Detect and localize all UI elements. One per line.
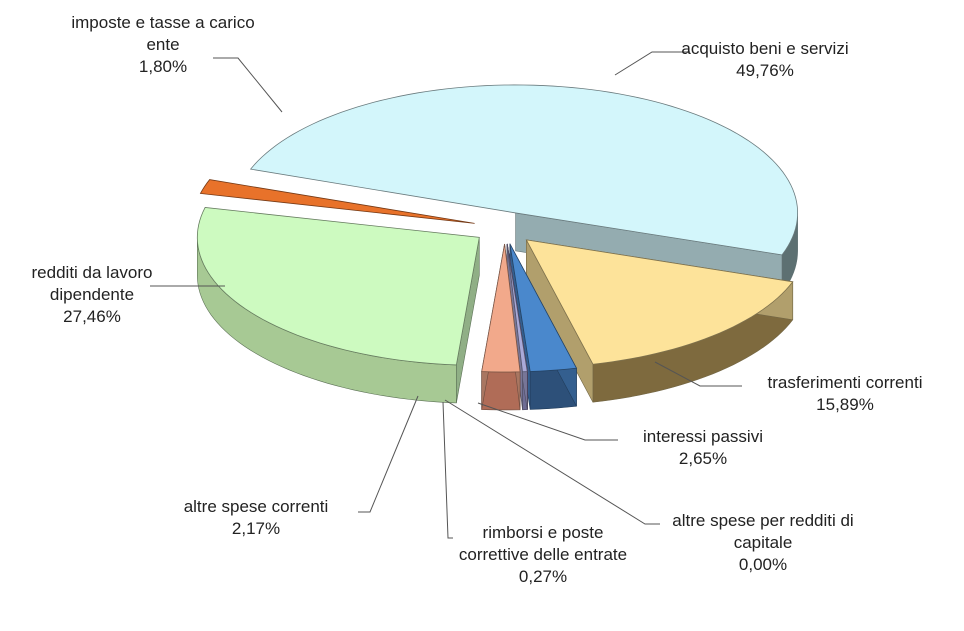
value-label: 15,89% xyxy=(816,395,874,414)
slice xyxy=(249,84,799,256)
value-label: 1,80% xyxy=(138,57,188,76)
category-label: altre spese correnti xyxy=(183,497,329,516)
slice-label: altre spese per redditi di capitale 0,00% xyxy=(648,510,878,576)
slice xyxy=(199,179,475,224)
slice xyxy=(509,243,578,372)
slice-label: imposte e tasse a carico ente 1,80% xyxy=(68,12,258,78)
leader-line xyxy=(213,57,283,113)
value-label: 2,17% xyxy=(231,519,281,538)
value-label: 0,27% xyxy=(518,567,568,586)
category-label: rimborsi e poste correttive delle entrat… xyxy=(458,523,628,564)
value-label: 2,65% xyxy=(678,449,728,468)
category-label: trasferimenti correnti xyxy=(767,373,923,392)
value-label: 49,76% xyxy=(736,61,794,80)
category-label: redditi da lavoro dipendente xyxy=(31,263,153,304)
leader-line xyxy=(358,395,419,513)
leader-line xyxy=(654,361,742,387)
category-label: altre spese per redditi di capitale xyxy=(672,511,854,552)
category-label: interessi passivi xyxy=(643,427,763,446)
slice-label: interessi passivi 2,65% xyxy=(613,426,793,470)
leader-line xyxy=(614,51,690,76)
leader-line xyxy=(477,402,618,441)
slice xyxy=(506,243,528,373)
slice xyxy=(196,207,480,366)
slice-label: rimborsi e poste correttive delle entrat… xyxy=(448,522,638,588)
value-label: 27,46% xyxy=(63,307,121,326)
leader-line xyxy=(442,401,453,539)
slice-label: acquisto beni e servizi 49,76% xyxy=(645,38,885,82)
slice-label: trasferimenti correnti 15,89% xyxy=(725,372,964,416)
category-label: imposte e tasse a carico ente xyxy=(71,13,255,54)
tops xyxy=(196,84,799,373)
category-label: acquisto beni e servizi xyxy=(681,39,849,58)
slice-label: altre spese correnti 2,17% xyxy=(146,496,366,540)
slice-label: redditi da lavoro dipendente 27,46% xyxy=(7,262,177,328)
slice xyxy=(481,243,521,373)
slice xyxy=(525,239,794,365)
leader-line xyxy=(444,399,660,525)
value-label: 0,00% xyxy=(738,555,788,574)
